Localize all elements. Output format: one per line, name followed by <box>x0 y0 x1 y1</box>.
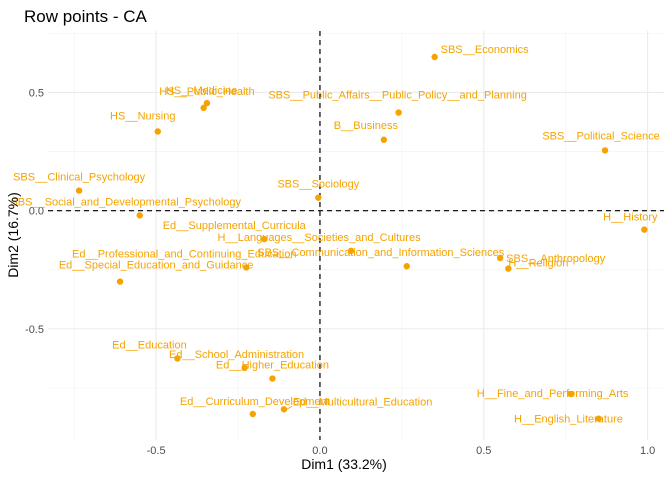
data-point <box>641 226 648 233</box>
data-point <box>249 410 256 418</box>
data-point <box>136 212 143 219</box>
data-points <box>75 53 648 422</box>
data-point <box>431 53 438 61</box>
data-point <box>505 265 512 272</box>
point-labels: SBS__Economics HS__Public_HealthHS__Medic… <box>10 44 659 426</box>
x-tick-label: 1.0 <box>640 445 655 457</box>
point-label: SBS__Social_and_Developmental_Psychology <box>10 196 241 208</box>
data-point <box>601 147 609 154</box>
point-label: B__Business <box>334 120 399 132</box>
point-label: SBS__Public_Affairs__Public_Policy__and_… <box>268 90 526 102</box>
data-point <box>595 415 602 422</box>
data-point <box>269 375 276 382</box>
point-label: H__Languages__Societies_and_Cultures <box>218 232 422 244</box>
point-label: SBS__Sociology <box>277 179 359 191</box>
label-connector <box>286 405 293 410</box>
point-label: HS__Public_Health <box>159 86 254 98</box>
point-label: H__English_Literature <box>514 414 623 426</box>
y-tick-label: 0.5 <box>29 87 44 99</box>
axis-ticks: -0.5 0.0 0.5 1.0 -0.5 0.0 0.5 <box>25 87 655 457</box>
data-point <box>75 187 83 194</box>
point-label: H__Fine_and_Performing_Arts <box>477 388 629 400</box>
x-tick-label: 0.0 <box>312 445 327 457</box>
data-point <box>261 235 268 243</box>
point-label: Ed__Professional_and_Continuing_Educatio… <box>72 248 296 260</box>
point-label: SBS__Communication_and_Information_Scien… <box>257 247 505 259</box>
point-label: SBS__Economics <box>441 44 530 56</box>
data-point <box>154 128 161 135</box>
y-tick-label: -0.5 <box>25 324 44 336</box>
x-tick-label: 0.5 <box>476 445 491 457</box>
point-label: H__History <box>603 212 658 224</box>
data-point <box>380 136 388 143</box>
data-point <box>315 194 322 201</box>
y-tick-label: 0.0 <box>29 206 44 218</box>
point-label: Ed__Special_Education_and_Guidance <box>59 260 254 272</box>
y-axis-title: Dim2 (16.7%) <box>5 192 21 278</box>
point-label: SBS__Political_Science <box>542 130 659 142</box>
data-point <box>280 406 288 413</box>
x-axis-title: Dim1 (33.2%) <box>301 456 387 472</box>
data-point <box>496 254 504 262</box>
chart-title: Row points - CA <box>24 7 147 26</box>
point-label: HS__Medicine <box>166 85 238 97</box>
reference-lines <box>48 31 664 440</box>
data-point <box>403 263 410 270</box>
data-point <box>174 355 181 362</box>
point-label: Ed__School_Administration <box>169 349 304 361</box>
data-point <box>243 264 250 271</box>
point-label: H__Religion <box>508 258 568 270</box>
data-point <box>200 104 207 112</box>
data-point <box>347 247 355 255</box>
point-label: SBS__Clinical_Psychology <box>13 172 146 184</box>
point-label: Ed__Higher_Education <box>216 360 329 372</box>
data-point <box>203 99 211 107</box>
point-label: Ed__Curriculum_Development <box>180 396 330 408</box>
point-label: Ed__Supplemental_Curricula <box>163 220 307 232</box>
point-label: HS__Nursing <box>110 110 175 122</box>
data-point <box>567 390 574 398</box>
point-label: Ed__Education <box>112 339 187 351</box>
x-tick-label: -0.5 <box>147 445 166 457</box>
data-point <box>395 109 402 116</box>
data-point <box>116 278 124 285</box>
point-label: SBS__Anthropology <box>506 253 606 265</box>
point-label: Ed__Multicultural_Education <box>293 396 432 408</box>
data-point <box>241 364 248 372</box>
